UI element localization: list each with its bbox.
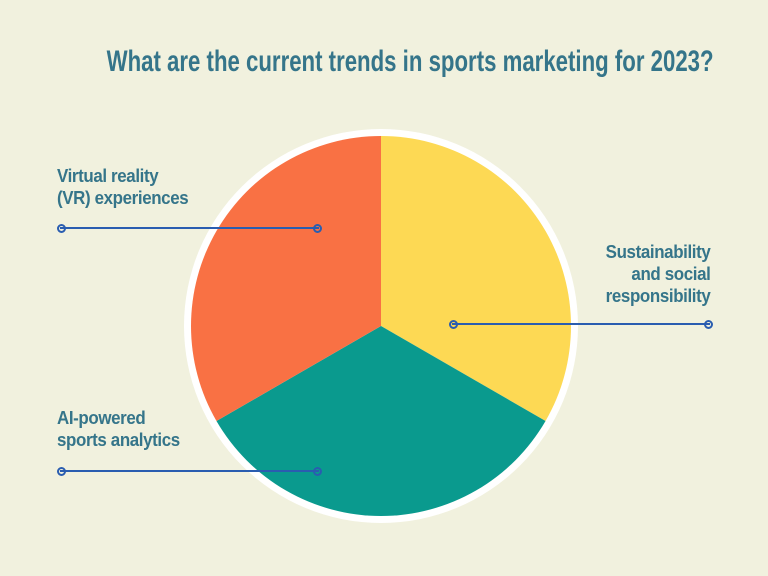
callout-line-virtual-reality bbox=[57, 223, 322, 233]
pie-slices-group bbox=[191, 136, 571, 516]
slice-label-line: AI-powered bbox=[57, 408, 146, 428]
slice-label-line: sports analytics bbox=[57, 430, 180, 450]
slice-label-ai-analytics: AI-powered sports analytics bbox=[57, 407, 180, 451]
chart-title-text: What are the current trends in sports ma… bbox=[106, 45, 714, 78]
slice-label-sustainability: Sustainability and social responsibility bbox=[605, 241, 710, 307]
pie-slice-sustainability-and-social-responsibility bbox=[381, 136, 571, 421]
pie-slice-virtual-reality-vr-experiences bbox=[191, 136, 381, 421]
pie-chart bbox=[184, 129, 578, 523]
slice-label-line: Virtual reality bbox=[57, 166, 159, 186]
slice-label-line: (VR) experiences bbox=[57, 188, 189, 208]
chart-title: What are the current trends in sports ma… bbox=[0, 44, 768, 80]
slice-label-virtual-reality: Virtual reality (VR) experiences bbox=[57, 165, 189, 209]
callout-line-sustainability bbox=[449, 319, 713, 329]
slice-label-line: responsibility bbox=[605, 286, 710, 306]
callout-line-ai-analytics bbox=[57, 466, 322, 476]
slice-label-line: and social bbox=[630, 264, 710, 284]
pie-slice-ai-powered-sports-analytics bbox=[216, 326, 546, 516]
slice-label-line: Sustainability bbox=[605, 242, 710, 262]
